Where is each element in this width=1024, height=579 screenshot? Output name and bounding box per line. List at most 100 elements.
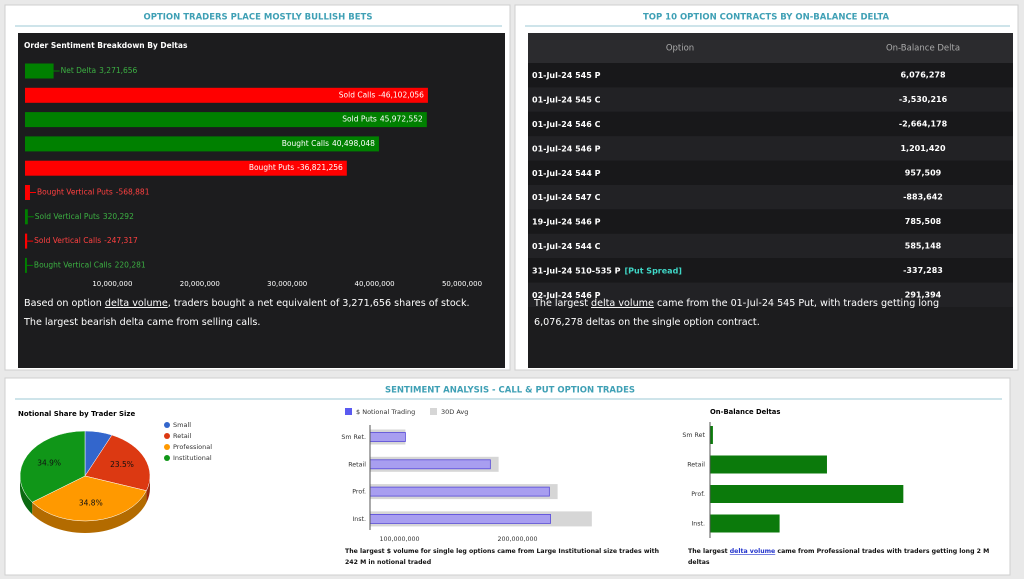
pie-side <box>146 476 150 503</box>
bar <box>25 257 27 273</box>
bar <box>25 63 54 79</box>
bar <box>25 136 379 152</box>
bar-value: 220,281 <box>115 260 146 269</box>
bar-category: Sold Vertical Calls <box>34 236 101 245</box>
legend-label: 30D Avg <box>441 408 468 416</box>
table-cell: 19-Jul-24 546 P <box>532 217 601 226</box>
y-tick-label: Prof. <box>352 489 366 496</box>
option-name: 01-Jul-24 546 C <box>532 120 601 129</box>
pie-slice <box>19 430 86 503</box>
table-header-cell: On-Balance Delta <box>886 44 960 54</box>
table-row <box>528 185 1013 210</box>
table-row <box>528 233 1013 259</box>
caption-text: came from Professional trades with trade… <box>775 548 989 555</box>
x-tick-label: 100,000,000 <box>379 536 419 543</box>
option-name: 19-Jul-24 546 P <box>532 217 601 226</box>
table-cell: 01-Jul-24 545 P <box>532 71 601 80</box>
bar-label: Sold Vertical Puts 320,292 <box>35 212 134 221</box>
option-name: 01-Jul-24 544 C <box>532 242 601 251</box>
option-name: 01-Jul-24 547 C <box>532 193 601 202</box>
summary-text: , traders bought a net equivalent of 3,2… <box>168 298 470 309</box>
bar <box>710 455 827 474</box>
x-tick-label: 50,000,000 <box>442 280 482 288</box>
legend-swatch <box>164 422 170 428</box>
y-tick-label: Sm Ret <box>682 432 705 439</box>
table-cell: 785,508 <box>905 217 942 226</box>
table-cell: 585,148 <box>905 242 942 251</box>
pie-label: 34.9% <box>37 458 61 467</box>
x-tick-label: 20,000,000 <box>180 280 220 288</box>
panel <box>4 377 1011 576</box>
y-tick-label: Retail <box>348 461 366 468</box>
y-tick-label: Sm Ret. <box>341 434 366 441</box>
caption-link: delta volume <box>730 548 776 555</box>
y-tick-label: Prof. <box>691 491 705 498</box>
legend-label: Small <box>173 421 191 429</box>
panel-title: OPTION TRADERS PLACE MOSTLY BULLISH BETS <box>144 13 373 23</box>
pie-label: 23.5% <box>110 460 134 469</box>
bar-label: Bought Vertical Calls 220,281 <box>34 260 146 269</box>
table-row <box>528 282 1013 307</box>
chart-title: Notional Share by Trader Size <box>18 410 136 418</box>
y-tick-label: Retail <box>687 462 705 469</box>
bar-value: 3,271,656 <box>99 66 137 75</box>
summary-text: came from the 01-Jul-24 545 Put, with tr… <box>654 298 939 309</box>
table-cell: 01-Jul-24 547 C <box>532 193 601 202</box>
bar-label: Sold Puts 45,972,552 <box>342 115 423 124</box>
bar <box>710 485 904 503</box>
summary-text: The largest <box>533 298 591 309</box>
bar-label: Net Delta 3,271,656 <box>61 66 138 75</box>
bar <box>369 514 551 524</box>
bar <box>25 209 28 225</box>
bar-category: Bought Puts <box>249 163 294 172</box>
option-name: 01-Jul-24 546 P <box>532 144 601 153</box>
pie-slice <box>84 434 151 491</box>
legend-label: Retail <box>173 432 192 440</box>
summary: 6,076,278 deltas on the single option co… <box>534 317 760 328</box>
panel-title: TOP 10 OPTION CONTRACTS BY ON-BALANCE DE… <box>643 13 890 23</box>
summary: The largest delta volume came from the 0… <box>533 298 939 309</box>
option-name: 01-Jul-24 544 P <box>532 168 601 177</box>
table-header <box>528 33 1013 63</box>
legend-label: Institutional <box>173 454 212 462</box>
x-tick-label: 40,000,000 <box>355 280 395 288</box>
table-row <box>528 209 1013 234</box>
caption: deltas <box>688 559 710 566</box>
table-cell: 291,394 <box>905 290 942 299</box>
bar-value: 45,972,552 <box>380 115 423 124</box>
bar-category: Bought Calls <box>282 139 329 148</box>
legend-swatch <box>430 408 437 415</box>
caption: The largest $ volume for single leg opti… <box>345 548 659 555</box>
bar-label: Bought Calls 40,498,048 <box>282 139 375 148</box>
summary: The largest bearish delta came from sell… <box>23 317 260 328</box>
bar-value: -36,821,256 <box>297 163 343 172</box>
pie-slice <box>31 475 147 522</box>
table-row <box>528 160 1013 185</box>
bar <box>25 87 428 103</box>
table-header-cell: Option <box>666 44 694 54</box>
bar <box>369 432 406 442</box>
bar-value: -247,317 <box>104 236 138 245</box>
table-cell: 01-Jul-24 544 C <box>532 242 601 251</box>
bar-value: -46,102,056 <box>378 90 424 99</box>
legend-swatch <box>345 408 352 415</box>
option-name: 01-Jul-24 545 P <box>532 71 601 80</box>
bar <box>369 459 491 470</box>
table-cell: 01-Jul-24 546 P <box>532 144 601 153</box>
table-cell: -337,283 <box>903 266 943 275</box>
table-cell: 6,076,278 <box>900 71 945 80</box>
bar <box>25 112 427 128</box>
table-cell: 01-Jul-24 544 P <box>532 168 601 177</box>
table-row <box>528 258 1013 283</box>
caption: 242 M in notional traded <box>345 559 431 566</box>
option-name: 31-Jul-24 510-535 P <box>532 266 621 275</box>
table-cell: 1,201,420 <box>900 144 945 153</box>
bar-value: 40,498,048 <box>332 139 375 148</box>
table-cell: 02-Jul-24 546 P <box>532 290 601 299</box>
bar <box>25 185 30 200</box>
table-cell: 01-Jul-24 545 C <box>532 95 601 104</box>
caption: The largest delta volume came from Profe… <box>688 548 989 555</box>
bar-category: Sold Vertical Puts <box>35 212 100 221</box>
